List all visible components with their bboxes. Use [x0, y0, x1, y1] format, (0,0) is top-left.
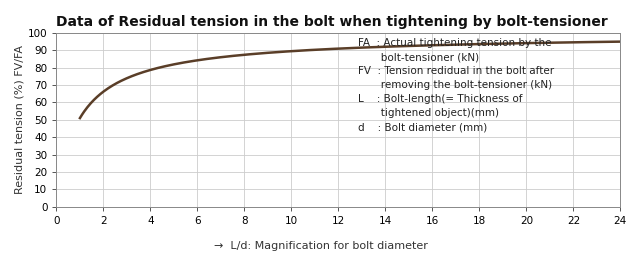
Text: →  L/d: Magnification for bolt diameter: → L/d: Magnification for bolt diameter — [214, 241, 428, 251]
Y-axis label: Residual tension (%) FV/FA: Residual tension (%) FV/FA — [15, 45, 25, 194]
Text: Data of Residual tension in the bolt when tightening by bolt-tensioner: Data of Residual tension in the bolt whe… — [56, 15, 608, 29]
Text: FA  : Actual tightening tension by the
       bolt-tensioner (kN)
FV  : Tension : FA : Actual tightening tension by the bo… — [358, 38, 554, 132]
